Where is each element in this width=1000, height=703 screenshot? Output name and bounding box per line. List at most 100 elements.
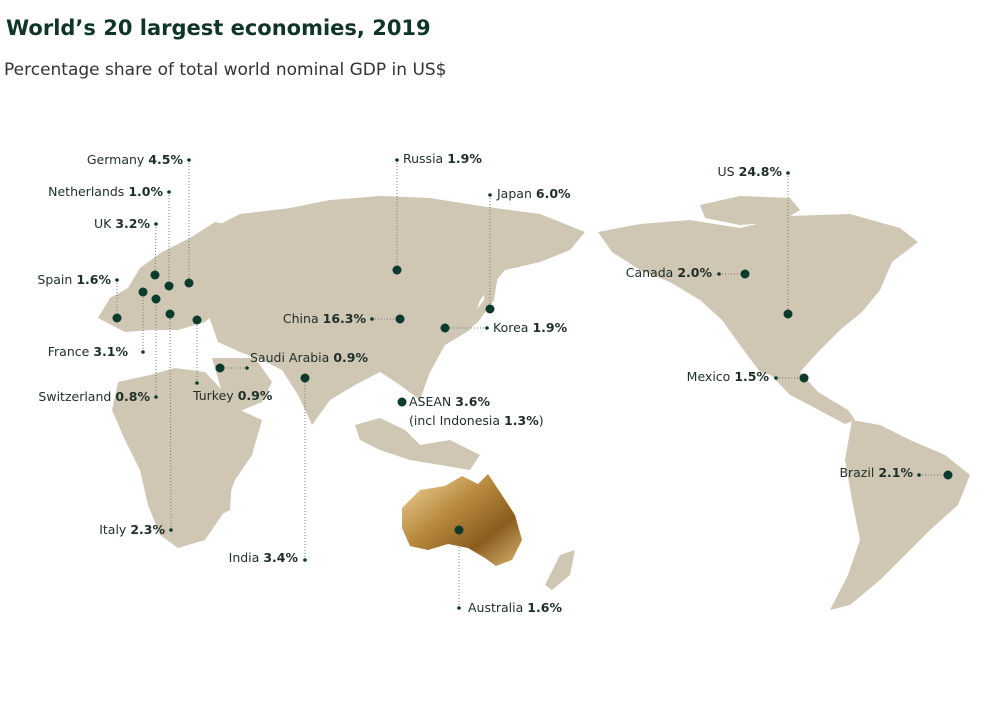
country-name: Canada	[626, 265, 674, 280]
madagascar	[220, 478, 232, 515]
leader-dot	[488, 193, 492, 197]
gdp-share: 3.1%	[93, 344, 128, 359]
gdp-share: 4.5%	[148, 152, 183, 167]
country-name: India	[229, 550, 260, 565]
leader-dot	[141, 350, 145, 354]
location-dot	[165, 309, 175, 319]
gdp-share: 3.4%	[263, 550, 298, 565]
leader-dot	[786, 171, 790, 175]
country-label: Italy 2.3%	[99, 522, 165, 537]
leader-dot	[395, 158, 399, 162]
leader-dot	[717, 272, 721, 276]
country-label: Spain 1.6%	[37, 272, 111, 287]
leader-dot	[195, 381, 199, 385]
location-dot	[164, 281, 174, 291]
gdp-share: 16.3%	[323, 311, 367, 326]
country-name: US	[718, 164, 735, 179]
country-name: Spain	[37, 272, 72, 287]
country-label: Russia 1.9%	[403, 151, 482, 166]
country-name: Switzerland	[38, 389, 111, 404]
country-label: China 16.3%	[283, 311, 367, 326]
country-label: Brazil 2.1%	[839, 465, 913, 480]
gdp-share: 24.8%	[739, 164, 783, 179]
country-name: Netherlands	[48, 184, 124, 199]
leader-dot	[485, 326, 489, 330]
country-label: Japan 6.0%	[496, 186, 571, 201]
country-label: Germany 4.5%	[87, 152, 184, 167]
arabia	[212, 358, 272, 412]
location-dot	[740, 269, 750, 279]
labels: Germany 4.5% Netherlands 1.0% UK 3.2% Spain 1.6…	[37, 151, 953, 615]
country-name: Korea	[493, 320, 528, 335]
gdp-share: 0.8%	[115, 389, 150, 404]
location-dot	[112, 313, 122, 323]
country-name: France	[48, 344, 90, 359]
leader-line	[154, 223, 157, 276]
leader-dot	[370, 317, 374, 321]
title: World’s 20 largest economies, 2019	[6, 16, 431, 40]
location-dot	[397, 397, 407, 407]
country-name: Germany	[87, 152, 145, 167]
leader-dot	[303, 558, 307, 562]
country-name: China	[283, 311, 319, 326]
gdp-share: 6.0%	[536, 186, 571, 201]
location-dot	[943, 470, 953, 480]
gdp-share: 2.3%	[130, 522, 165, 537]
location-dot	[440, 323, 450, 333]
location-dot	[300, 373, 310, 383]
country-name: ASEAN	[409, 394, 451, 409]
gdp-share: 1.6%	[76, 272, 111, 287]
leader-line	[169, 313, 172, 531]
south-america	[830, 420, 970, 610]
leader-dot	[154, 222, 158, 226]
country-name: Brazil	[839, 465, 874, 480]
country-label: Netherlands 1.0%	[48, 184, 163, 199]
country-name: UK	[94, 216, 112, 231]
location-dot	[395, 314, 405, 324]
country-name: Italy	[99, 522, 127, 537]
leader-dot	[774, 376, 778, 380]
location-dot	[150, 270, 160, 280]
note-share: 1.3%	[504, 413, 539, 428]
gdp-share: 0.9%	[333, 350, 368, 365]
gdp-share: 0.9%	[238, 388, 273, 403]
country-name: Russia	[403, 151, 443, 166]
gdp-share: 2.0%	[677, 265, 712, 280]
location-dot	[192, 315, 202, 325]
continents	[98, 196, 970, 610]
location-dot	[783, 309, 793, 319]
location-dot	[454, 525, 464, 535]
country-label: Australia 1.6%	[468, 600, 562, 615]
leader-dot	[169, 528, 173, 532]
country-label: Turkey 0.9%	[192, 388, 273, 403]
gdp-share: 1.5%	[734, 369, 769, 384]
leader-dot	[154, 395, 158, 399]
australia	[402, 474, 522, 566]
country-label: India 3.4%	[229, 550, 299, 565]
location-dot	[184, 278, 194, 288]
country-label: Saudi Arabia 0.9%	[250, 350, 368, 365]
country-label: Mexico 1.5%	[687, 369, 770, 384]
country-label: US 24.8%	[718, 164, 783, 179]
leader-dot	[245, 366, 249, 370]
location-dot	[392, 265, 402, 275]
country-name: Turkey	[192, 388, 234, 403]
country-label: France 3.1%	[48, 344, 129, 359]
gdp-share: 2.1%	[878, 465, 913, 480]
gdp-share: 1.9%	[532, 320, 567, 335]
leader-dot	[917, 473, 921, 477]
leader-dot	[115, 278, 119, 282]
leader-dot	[457, 606, 461, 610]
note-text: )	[539, 413, 544, 428]
subtitle: Percentage share of total world nominal …	[4, 60, 447, 80]
leader-dot	[187, 158, 191, 162]
location-dot	[151, 294, 161, 304]
country-label: ASEAN 3.6%	[409, 394, 490, 409]
country-label: UK 3.2%	[94, 216, 151, 231]
gdp-share: 3.2%	[115, 216, 150, 231]
new-zealand	[545, 550, 575, 590]
country-name: Japan	[496, 186, 532, 201]
country-name: Mexico	[687, 369, 731, 384]
